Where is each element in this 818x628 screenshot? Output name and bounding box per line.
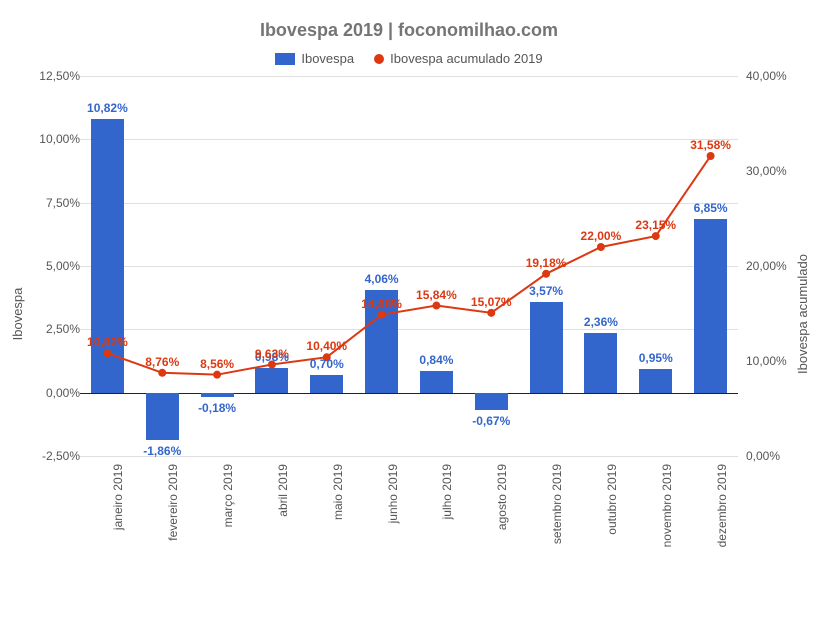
x-axis-label: abril 2019 [276, 464, 290, 517]
chart-legend: Ibovespa Ibovespa acumulado 2019 [10, 51, 808, 66]
x-axis-label: julho 2019 [440, 464, 454, 519]
x-axis-label: fevereiro 2019 [166, 464, 180, 541]
line-value-label: 10,40% [306, 339, 347, 353]
bar-value-label: 3,57% [529, 284, 563, 298]
y-right-tick: 30,00% [746, 164, 796, 178]
y-right-tick: 20,00% [746, 259, 796, 273]
x-axis-label: maio 2019 [331, 464, 345, 520]
y-left-tick: 10,00% [30, 132, 80, 146]
y-left-tick: 5,00% [30, 259, 80, 273]
legend-swatch-bar [275, 53, 295, 65]
x-axis-labels: janeiro 2019 fevereiro 2019 março 2019 abri… [80, 456, 738, 556]
x-axis-label: setembro 2019 [550, 464, 564, 544]
bar-value-label: 2,36% [584, 315, 618, 329]
line-value-label: 9,63% [255, 347, 289, 361]
x-axis-label: junho 2019 [386, 464, 400, 523]
y-left-tick: -2,50% [30, 449, 80, 463]
y-axis-left: -2,50%0,00%2,50%5,00%7,50%10,00%12,50% [30, 76, 80, 456]
legend-item-line: Ibovespa acumulado 2019 [374, 51, 543, 66]
y-left-tick: 7,50% [30, 196, 80, 210]
x-axis-label: novembro 2019 [660, 464, 674, 547]
legend-swatch-line [374, 54, 384, 64]
bar-value-label: 0,95% [639, 351, 673, 365]
bar-value-label: 4,06% [365, 272, 399, 286]
y-axis-right-title: Ibovespa acumulado [795, 254, 810, 374]
y-left-tick: 0,00% [30, 386, 80, 400]
y-right-tick: 40,00% [746, 69, 796, 83]
x-axis-label: janeiro 2019 [111, 464, 125, 530]
y-left-tick: 2,50% [30, 322, 80, 336]
line-value-label: 15,07% [471, 295, 512, 309]
chart-container: Ibovespa 2019 | foconomilhao.com Ibovesp… [0, 0, 818, 628]
bar-value-label: 6,85% [694, 201, 728, 215]
x-axis-label: outubro 2019 [605, 464, 619, 535]
bar-value-label: -0,18% [198, 401, 236, 415]
y-axis-right: 0,00%10,00%20,00%30,00%40,00% [746, 76, 796, 456]
bar-value-label: 0,84% [419, 353, 453, 367]
line-value-label: 8,56% [200, 357, 234, 371]
line-value-label: 8,76% [145, 355, 179, 369]
y-right-tick: 10,00% [746, 354, 796, 368]
plot-area: -2,50%0,00%2,50%5,00%7,50%10,00%12,50% 0… [80, 76, 738, 456]
line-value-label: 10,82% [87, 335, 128, 349]
bar-value-label: -0,67% [472, 414, 510, 428]
x-axis-label: março 2019 [221, 464, 235, 527]
line-value-label: 14,88% [361, 297, 402, 311]
line-value-label: 31,58% [690, 138, 731, 152]
legend-item-bar: Ibovespa [275, 51, 354, 66]
y-axis-left-title: Ibovespa [10, 288, 25, 341]
bar-value-label: 0,70% [310, 357, 344, 371]
legend-label-line: Ibovespa acumulado 2019 [390, 51, 543, 66]
legend-label-bar: Ibovespa [301, 51, 354, 66]
y-left-tick: 12,50% [30, 69, 80, 83]
line-value-label: 22,00% [581, 229, 622, 243]
line-value-label: 23,15% [635, 218, 676, 232]
line-value-label: 15,84% [416, 288, 457, 302]
line-value-label: 19,18% [526, 256, 567, 270]
bar-value-label: 10,82% [87, 101, 128, 115]
y-right-tick: 0,00% [746, 449, 796, 463]
chart-title: Ibovespa 2019 | foconomilhao.com [10, 20, 808, 41]
value-labels-layer: 10,82%-1,86%-0,18%0,98%0,70%4,06%0,84%-0… [80, 76, 738, 456]
x-axis-label: dezembro 2019 [715, 464, 729, 547]
x-axis-label: agosto 2019 [495, 464, 509, 530]
